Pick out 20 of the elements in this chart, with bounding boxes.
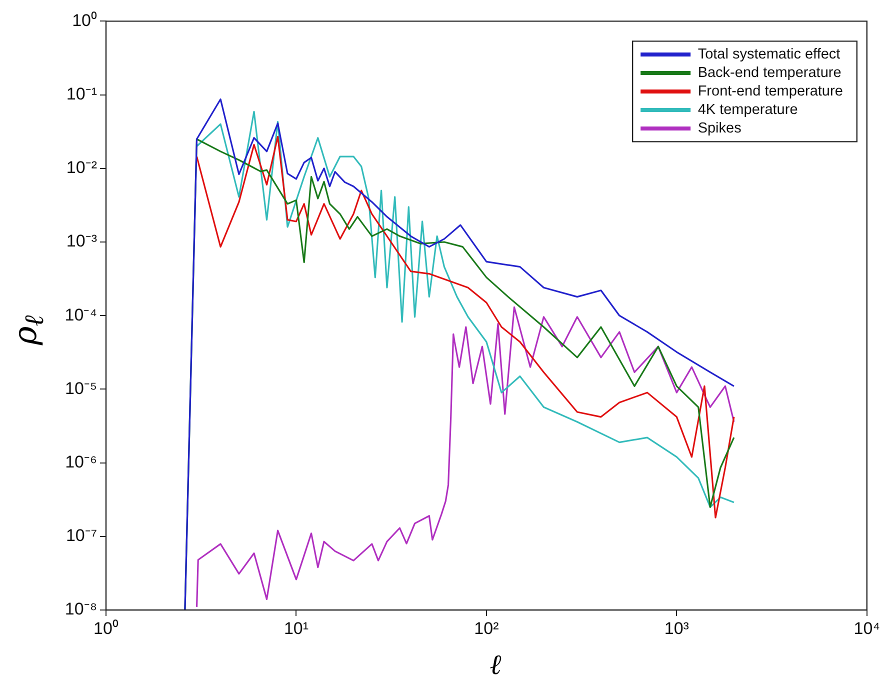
legend-label: Total systematic effect [698,46,840,62]
x-tick-label: 10³ [664,618,690,638]
y-tick-label: 10⁻⁴ [64,305,97,324]
y-tick-label: 10⁻² [66,158,98,178]
y-tick-label: 10⁻⁸ [64,600,97,619]
legend-label: Spikes [698,120,742,136]
y-tick-label: 10⁰ [72,10,97,30]
legend-label: Front-end temperature [698,83,843,100]
x-tick-label: 10¹ [284,618,309,638]
x-tick-label: 10⁴ [854,618,880,638]
y-tick-label: 10⁻³ [66,232,98,251]
x-axis-title: ℓ [488,648,502,682]
legend-label: 4K temperature [698,102,798,118]
legend-label: Back-end temperature [698,64,842,81]
y-tick-label: 10⁻⁵ [65,378,97,398]
x-tick-label: 10⁰ [94,618,118,638]
y-tick-label: 10⁻⁷ [66,526,97,546]
x-tick-label: 10² [474,618,500,638]
y-tick-label: 10⁻⁶ [65,452,97,472]
y-tick-label: 10⁻¹ [66,84,98,104]
